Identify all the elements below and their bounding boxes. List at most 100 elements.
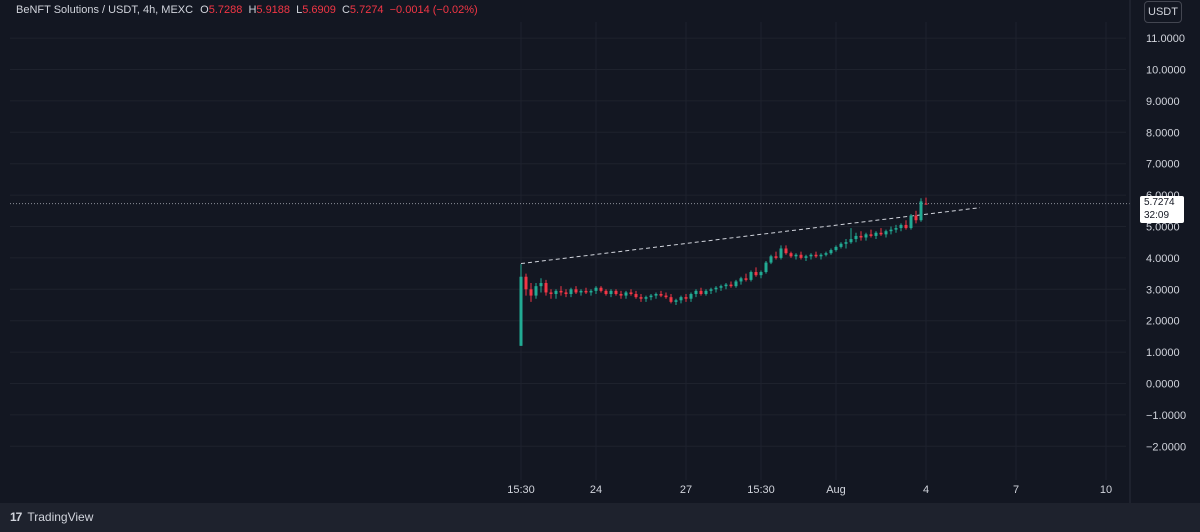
candle-body bbox=[799, 254, 803, 258]
candle-body bbox=[814, 254, 818, 257]
candle-body bbox=[689, 294, 693, 299]
candle-body bbox=[579, 290, 583, 293]
candle-body bbox=[889, 229, 893, 232]
x-tick-label: 4 bbox=[923, 484, 929, 496]
candle-body bbox=[609, 290, 613, 295]
x-tick-label: 15:30 bbox=[747, 484, 775, 496]
open-value: 5.7288 bbox=[208, 4, 243, 16]
candle-body bbox=[714, 287, 718, 290]
candle-body bbox=[789, 253, 793, 257]
x-tick-label: 24 bbox=[590, 484, 602, 496]
candle-body bbox=[649, 295, 653, 298]
candle-body bbox=[719, 286, 723, 288]
y-tick-label: −2.0000 bbox=[1146, 441, 1186, 453]
last-price-label: 5.7274 32:09 bbox=[1140, 196, 1184, 223]
trend-line bbox=[520, 207, 981, 265]
candle-body bbox=[884, 231, 888, 235]
candle-body bbox=[554, 290, 558, 295]
y-tick-label: 9.0000 bbox=[1146, 96, 1180, 108]
y-tick-label: 4.0000 bbox=[1146, 253, 1180, 265]
candle-body bbox=[634, 294, 638, 298]
candle-body bbox=[599, 287, 603, 291]
y-tick-label: 0.0000 bbox=[1146, 379, 1180, 391]
y-tick-label: −1.0000 bbox=[1146, 410, 1186, 422]
y-tick-label: 3.0000 bbox=[1146, 284, 1180, 296]
y-tick-label: 8.0000 bbox=[1146, 127, 1180, 139]
candle-body bbox=[729, 284, 733, 287]
candle-body bbox=[914, 215, 918, 221]
x-tick-label: 10 bbox=[1100, 484, 1112, 496]
candle-body bbox=[869, 234, 873, 236]
candle-body bbox=[694, 290, 698, 295]
candle-body bbox=[769, 256, 773, 263]
candle-body bbox=[894, 228, 898, 230]
candle-body bbox=[624, 292, 628, 296]
candle-body bbox=[924, 203, 928, 205]
x-tick-label: 27 bbox=[680, 484, 692, 496]
candle-body bbox=[774, 256, 778, 258]
candle-body bbox=[654, 294, 658, 296]
close-label: C bbox=[341, 4, 350, 16]
close-value: 5.7274 bbox=[349, 4, 384, 16]
candle-body bbox=[749, 272, 753, 280]
candle-body bbox=[614, 290, 618, 295]
candle-body bbox=[874, 232, 878, 236]
candle-body bbox=[529, 289, 533, 296]
symbol-legend: BeNFT Solutions / USDT, 4h, MEXC O5.7288… bbox=[16, 4, 481, 16]
candle-body bbox=[839, 243, 843, 247]
candle-body bbox=[779, 248, 783, 258]
x-tick-label: 15:30 bbox=[507, 484, 535, 496]
change-value: −0.0014 (−0.02%) bbox=[389, 4, 478, 16]
candle-body bbox=[849, 239, 853, 243]
candle-body bbox=[904, 224, 908, 229]
candle-body bbox=[724, 284, 728, 287]
candle-body bbox=[684, 297, 688, 299]
candle-body bbox=[584, 290, 588, 293]
candle-body bbox=[809, 254, 813, 257]
candle-body bbox=[844, 242, 848, 244]
x-tick-label: Aug bbox=[826, 484, 846, 496]
candle-body bbox=[834, 246, 838, 251]
candle-body bbox=[764, 262, 768, 273]
currency-button[interactable]: USDT bbox=[1144, 1, 1182, 23]
y-tick-label: 10.0000 bbox=[1146, 65, 1186, 77]
low-label: L bbox=[296, 4, 303, 16]
candle-body bbox=[564, 292, 568, 295]
candle-body bbox=[664, 295, 668, 298]
candle-body bbox=[589, 290, 593, 293]
candle-body bbox=[559, 290, 563, 293]
x-tick-label: 7 bbox=[1013, 484, 1019, 496]
candle-body bbox=[794, 254, 798, 257]
tradingview-brand[interactable]: 17 TradingView bbox=[10, 510, 93, 524]
candle-body bbox=[754, 272, 758, 276]
tradingview-logo-icon: 17 bbox=[10, 510, 22, 524]
candle-body bbox=[639, 297, 643, 299]
candle-body bbox=[899, 224, 903, 229]
high-value: 5.9188 bbox=[256, 4, 291, 16]
candle-body bbox=[704, 290, 708, 295]
symbol-title: BeNFT Solutions / USDT, 4h, MEXC bbox=[16, 4, 194, 16]
candle-body bbox=[534, 286, 538, 296]
candle-body bbox=[709, 289, 713, 291]
candle-body bbox=[784, 248, 788, 254]
candle-body bbox=[854, 235, 858, 240]
candle-body bbox=[519, 276, 523, 346]
candle-body bbox=[569, 289, 573, 295]
high-label: H bbox=[248, 4, 257, 16]
candle-body bbox=[744, 278, 748, 280]
candle-body bbox=[879, 232, 883, 235]
y-tick-label: 11.0000 bbox=[1146, 33, 1185, 45]
candle-body bbox=[674, 300, 678, 302]
candle-body bbox=[544, 283, 548, 293]
candle-body bbox=[829, 250, 833, 254]
candle-body bbox=[574, 289, 578, 293]
tradingview-name: TradingView bbox=[27, 510, 94, 524]
candle-body bbox=[644, 297, 648, 299]
last-price-value: 5.7274 bbox=[1144, 197, 1175, 208]
candle-body bbox=[659, 294, 663, 296]
candle-body bbox=[819, 254, 823, 257]
candle-body bbox=[669, 297, 673, 302]
candle-body bbox=[919, 201, 923, 221]
candle-body bbox=[629, 292, 633, 295]
